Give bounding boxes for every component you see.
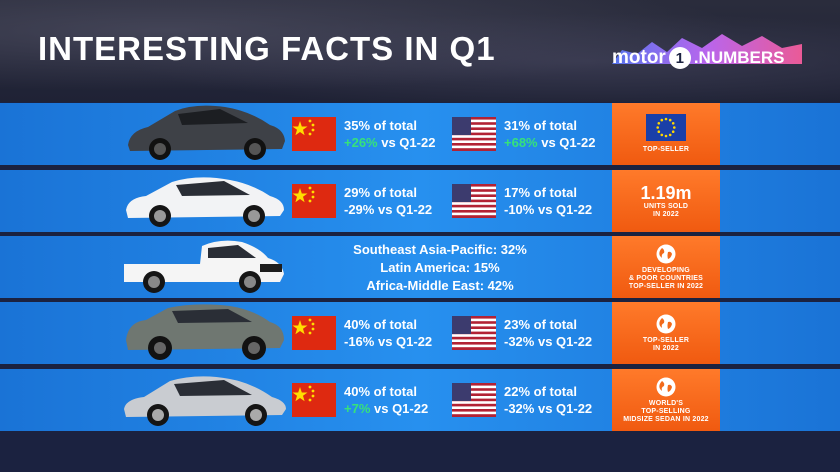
globe-icon xyxy=(656,314,676,333)
china-share: 40% of total xyxy=(344,317,417,332)
side-label-line2: TOP-SELLING xyxy=(641,407,691,415)
usa-stat: 23% of total -32% vs Q1-22 xyxy=(504,316,592,350)
china-change-positive: +26% xyxy=(344,135,378,150)
usa-change-line: +68% vs Q1-22 xyxy=(504,134,595,151)
fact-row-2: 29% of total -29% vs Q1-22 17% of total … xyxy=(0,170,840,232)
side-label-line1: TOP-SELLER xyxy=(642,336,690,344)
toyota-rav4-icon xyxy=(126,304,284,360)
eu-flag-icon xyxy=(646,114,686,141)
usa-share: 17% of total xyxy=(504,185,577,200)
china-share: 35% of total xyxy=(344,118,417,133)
side-label: TOP-SELLER xyxy=(642,146,690,153)
china-change-line: +26% vs Q1-22 xyxy=(344,134,435,151)
fact-row-5: 40% of total +7% vs Q1-22 22% of total -… xyxy=(0,369,840,431)
side-label-line1: DEVELOPING xyxy=(642,266,690,274)
usa-share: 22% of total xyxy=(504,384,577,399)
side-panel-4: TOP-SELLER IN 2022 xyxy=(612,302,720,364)
logo-text-motor: motor xyxy=(612,47,666,68)
side-label-line2: IN 2022 xyxy=(653,344,679,352)
units-sold-value: 1.19m xyxy=(640,183,692,203)
toyota-hilux-icon xyxy=(124,240,284,293)
usa-change-suffix: vs Q1-22 xyxy=(537,135,596,150)
china-change: -16% vs Q1-22 xyxy=(344,334,433,349)
side-label-line2: & POOR COUNTRIES xyxy=(629,274,703,282)
usa-flag-icon xyxy=(452,117,496,151)
side-label-line3: TOP-SELLER IN 2022 xyxy=(628,282,704,290)
motor1-numbers-logo: motor 1 .NUMBERS xyxy=(612,34,802,76)
china-flag-icon xyxy=(292,383,336,417)
page-title: INTERESTING FACTS IN Q1 xyxy=(38,30,496,67)
toyota-camry-icon xyxy=(124,376,286,426)
logo-text-numbers: .NUMBERS xyxy=(693,48,785,67)
china-share: 40% of total xyxy=(344,384,417,399)
china-stat: 40% of total -16% vs Q1-22 xyxy=(344,316,432,350)
region-africa-middle-east: Africa-Middle East: 42% xyxy=(366,278,514,293)
side-label-line1: WORLD'S xyxy=(648,399,684,407)
globe-icon xyxy=(656,244,676,263)
usa-flag-icon xyxy=(452,316,496,350)
china-stat: 40% of total +7% vs Q1-22 xyxy=(344,383,428,417)
usa-flag-icon xyxy=(452,383,496,417)
usa-change: -10% vs Q1-22 xyxy=(504,202,593,217)
side-label-line3: MIDSIZE SEDAN IN 2022 xyxy=(623,415,709,423)
side-panel-3: DEVELOPING & POOR COUNTRIES TOP-SELLER I… xyxy=(612,236,720,298)
china-share: 29% of total xyxy=(344,185,417,200)
fact-row-3: Southeast Asia-Pacific: 32% Latin Americ… xyxy=(0,236,840,298)
tesla-model-y-icon xyxy=(128,105,285,160)
china-flag-icon xyxy=(292,117,336,151)
region-list: Southeast Asia-Pacific: 32% Latin Americ… xyxy=(340,241,540,295)
usa-stat: 17% of total -10% vs Q1-22 xyxy=(504,184,592,218)
toyota-corolla-icon xyxy=(126,177,284,227)
side-panel-1: TOP-SELLER xyxy=(612,103,720,165)
side-panel-5: WORLD'S TOP-SELLING MIDSIZE SEDAN IN 202… xyxy=(612,369,720,431)
china-change-line: +7% vs Q1-22 xyxy=(344,400,428,417)
logo-one: 1 xyxy=(668,47,691,69)
china-change: -29% vs Q1-22 xyxy=(344,202,433,217)
fact-row-4: 40% of total -16% vs Q1-22 23% of total … xyxy=(0,302,840,364)
china-change-suffix: vs Q1-22 xyxy=(370,401,429,416)
china-flag-icon xyxy=(292,184,336,218)
side-label-line2: IN 2022 xyxy=(653,211,679,218)
side-panel-2: 1.19m UNITS SOLD IN 2022 xyxy=(612,170,720,232)
usa-share: 31% of total xyxy=(504,118,577,133)
usa-change-positive: +68% xyxy=(504,135,538,150)
usa-change: -32% vs Q1-22 xyxy=(504,334,593,349)
fact-row-1: 35% of total +26% vs Q1-22 31% of total … xyxy=(0,103,840,165)
usa-share: 23% of total xyxy=(504,317,577,332)
china-flag-icon xyxy=(292,316,336,350)
china-change-suffix: vs Q1-22 xyxy=(377,135,436,150)
usa-stat: 31% of total +68% vs Q1-22 xyxy=(504,117,595,151)
usa-change: -32% vs Q1-22 xyxy=(504,401,593,416)
china-stat: 35% of total +26% vs Q1-22 xyxy=(344,117,435,151)
region-latin-america: Latin America: 15% xyxy=(380,260,500,275)
logo-skyline-graphic xyxy=(612,34,802,64)
side-label-line1: UNITS SOLD xyxy=(643,203,689,210)
china-change-positive: +7% xyxy=(344,401,371,416)
usa-stat: 22% of total -32% vs Q1-22 xyxy=(504,383,592,417)
region-southeast-asia: Southeast Asia-Pacific: 32% xyxy=(353,242,527,257)
globe-icon xyxy=(656,377,676,396)
usa-flag-icon xyxy=(452,184,496,218)
china-stat: 29% of total -29% vs Q1-22 xyxy=(344,184,432,218)
